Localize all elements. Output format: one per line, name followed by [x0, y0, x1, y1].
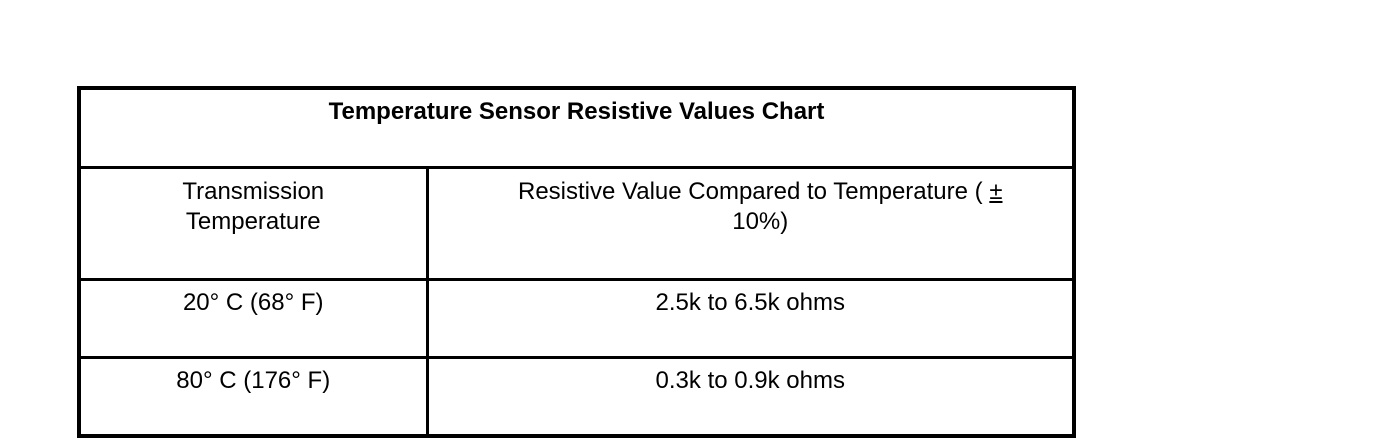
plus-minus-symbol: ±: [989, 178, 1003, 205]
resistance-cell: 0.3k to 0.9k ohms: [425, 356, 1076, 438]
resistance-cell: 2.5k to 6.5k ohms: [425, 278, 1076, 359]
table-header-row: Transmission Temperature Resistive Value…: [77, 166, 1076, 281]
table-title: Temperature Sensor Resistive Values Char…: [77, 86, 1076, 169]
temperature-header-line2: Temperature: [185, 208, 321, 235]
resistance-column-header: Resistive Value Compared to Temperature …: [425, 166, 1076, 281]
table-row: 20° C (68° F) 2.5k to 6.5k ohms: [77, 278, 1076, 359]
table-row: 80° C (176° F) 0.3k to 0.9k ohms: [77, 356, 1076, 438]
resistive-values-table: Temperature Sensor Resistive Values Char…: [77, 86, 1076, 438]
resistance-header-line1: Resistive Value Compared to Temperature …: [517, 178, 983, 205]
temperature-header-line1: Transmission: [182, 178, 325, 205]
temperature-cell: 20° C (68° F): [77, 278, 429, 359]
resistance-header-line2: 10%): [732, 208, 789, 235]
temperature-cell: 80° C (176° F): [77, 356, 429, 438]
temperature-column-header: Transmission Temperature: [77, 166, 429, 281]
